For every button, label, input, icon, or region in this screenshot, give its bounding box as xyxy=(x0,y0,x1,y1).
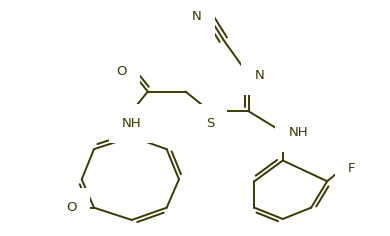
Text: F: F xyxy=(348,161,355,175)
Text: O: O xyxy=(117,65,127,78)
Text: N: N xyxy=(192,10,202,24)
Text: NH: NH xyxy=(289,126,308,139)
Text: N: N xyxy=(254,69,264,82)
Text: NH: NH xyxy=(122,117,142,130)
Text: S: S xyxy=(206,117,214,130)
Text: O: O xyxy=(67,201,77,214)
